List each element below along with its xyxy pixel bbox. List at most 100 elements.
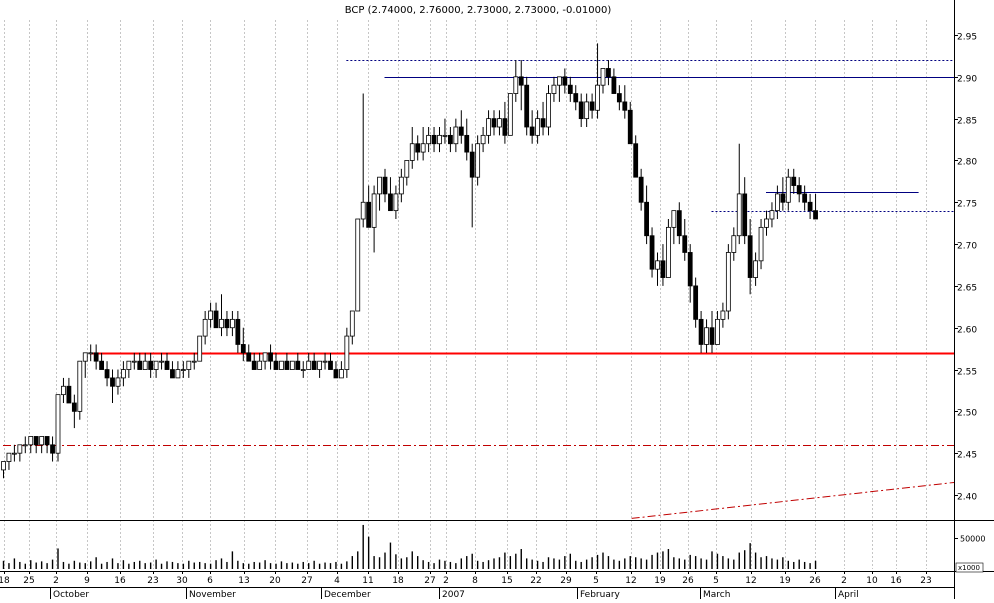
candle-body bbox=[502, 118, 508, 136]
candle-body bbox=[360, 201, 366, 220]
candle-body bbox=[262, 352, 268, 362]
date-tick-label: 5 bbox=[713, 576, 719, 586]
candle bbox=[447, 127, 453, 153]
candle bbox=[758, 219, 764, 270]
candle-body bbox=[229, 318, 235, 329]
candle bbox=[338, 361, 344, 379]
candle bbox=[600, 68, 606, 94]
candle-body bbox=[704, 327, 709, 345]
candle bbox=[562, 68, 568, 94]
candle-body bbox=[627, 109, 633, 145]
candle-body bbox=[219, 318, 224, 329]
reference-lines bbox=[3, 60, 955, 519]
date-tick-label: 10 bbox=[866, 576, 878, 586]
candle-body bbox=[22, 444, 28, 447]
candle-body bbox=[388, 193, 393, 212]
candle-body bbox=[148, 360, 154, 370]
candle-body bbox=[442, 134, 448, 137]
date-tick-label: 2 bbox=[443, 576, 449, 586]
candle bbox=[725, 244, 731, 320]
date-tick-label: 26 bbox=[809, 576, 821, 586]
candle bbox=[404, 160, 410, 186]
candle-body bbox=[170, 369, 175, 379]
candle-body bbox=[736, 193, 742, 237]
month-label: March bbox=[703, 590, 730, 599]
candle-body bbox=[66, 385, 72, 404]
candle-body bbox=[126, 360, 132, 370]
candle bbox=[328, 352, 333, 370]
candle bbox=[28, 436, 34, 454]
candle-body bbox=[780, 193, 786, 203]
candle bbox=[153, 360, 159, 378]
candle-body bbox=[791, 176, 797, 186]
candle bbox=[698, 311, 704, 353]
candle-body bbox=[687, 252, 693, 287]
candle-body bbox=[224, 318, 230, 329]
candle-body bbox=[6, 452, 12, 462]
candle-body bbox=[61, 385, 66, 396]
candle bbox=[273, 352, 279, 370]
candle bbox=[720, 302, 726, 328]
candle-body bbox=[99, 360, 104, 370]
date-tick-label: 4 bbox=[334, 576, 340, 586]
candle-body bbox=[208, 310, 214, 320]
candle bbox=[71, 394, 77, 429]
candle bbox=[644, 185, 649, 245]
candle bbox=[420, 127, 426, 161]
price-tick-label: 2.95 bbox=[957, 33, 977, 43]
volume-bars bbox=[2, 524, 817, 569]
candle bbox=[502, 101, 508, 144]
candle bbox=[622, 85, 628, 119]
candle bbox=[393, 185, 399, 219]
month-label: April bbox=[838, 590, 859, 599]
date-tick-label: 12 bbox=[745, 576, 756, 586]
candle-body bbox=[235, 318, 241, 345]
candle-body bbox=[366, 201, 372, 228]
candle bbox=[262, 352, 268, 370]
candle bbox=[464, 118, 470, 161]
date-tick-label: 19 bbox=[779, 576, 791, 586]
candle bbox=[475, 135, 481, 186]
candle bbox=[349, 310, 355, 345]
candle-body bbox=[758, 226, 764, 262]
candle bbox=[524, 76, 530, 136]
candle bbox=[131, 352, 137, 370]
date-tick-label: 8 bbox=[472, 576, 478, 586]
candle-body bbox=[742, 193, 748, 237]
candle bbox=[638, 168, 644, 211]
candle-body bbox=[251, 360, 257, 370]
date-tick-label: 16 bbox=[114, 576, 126, 586]
candle bbox=[731, 227, 737, 261]
price-tick-label: 2.45 bbox=[957, 451, 977, 461]
candle-body bbox=[753, 260, 758, 278]
date-tick-label: 19 bbox=[654, 576, 666, 586]
candle bbox=[813, 193, 818, 220]
candle-body bbox=[660, 260, 666, 278]
candle bbox=[366, 185, 372, 228]
candle bbox=[469, 143, 475, 228]
candle-body bbox=[409, 143, 415, 161]
candle bbox=[284, 352, 290, 370]
date-tick-label: 27 bbox=[301, 576, 312, 586]
candle bbox=[279, 360, 284, 370]
candle bbox=[453, 118, 459, 153]
candle-body bbox=[764, 218, 769, 228]
candle bbox=[764, 210, 769, 236]
candle-body bbox=[633, 143, 639, 178]
date-tick-label: 29 bbox=[560, 576, 572, 586]
candle-body bbox=[671, 210, 677, 228]
candle-body bbox=[611, 76, 617, 94]
candle-body bbox=[655, 260, 660, 270]
candle bbox=[300, 361, 306, 378]
candle-body bbox=[540, 118, 546, 128]
candle bbox=[164, 352, 170, 370]
candle bbox=[491, 110, 497, 136]
candle-body bbox=[44, 436, 50, 446]
candle-body bbox=[328, 360, 333, 370]
candle-body bbox=[682, 235, 688, 253]
price-tick-label: 2.55 bbox=[957, 368, 977, 378]
candle-body bbox=[426, 134, 432, 145]
candle bbox=[93, 344, 99, 370]
candle bbox=[578, 93, 584, 127]
